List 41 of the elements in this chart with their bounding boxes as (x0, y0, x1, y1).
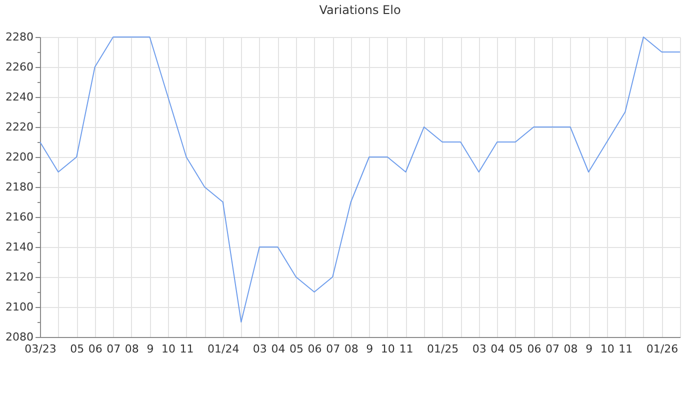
x-tick-label: 07 (106, 342, 121, 356)
x-tick-label: 03/23 (24, 342, 56, 356)
x-tick-label: 10 (600, 342, 614, 356)
x-tick-label: 08 (124, 342, 139, 356)
x-tick-label: 06 (308, 342, 322, 356)
x-tick-label: 08 (564, 342, 578, 356)
y-tick-label: 2140 (6, 240, 34, 254)
x-tick-label: 04 (271, 342, 286, 356)
chart-title: Variations Elo (319, 3, 401, 17)
y-tick-label: 2260 (6, 60, 34, 74)
x-tick-label: 05 (290, 342, 304, 356)
x-tick-label: 9 (586, 342, 593, 356)
x-tick-label: 10 (162, 342, 176, 356)
x-tick-label: 07 (326, 342, 340, 356)
y-tick-label: 2220 (6, 120, 34, 134)
x-tick-label: 06 (527, 342, 542, 356)
y-tick-label: 2080 (6, 330, 34, 344)
x-tick-label: 08 (344, 342, 358, 356)
y-tick-label: 2200 (6, 150, 34, 164)
x-tick-label: 10 (380, 342, 395, 356)
x-tick-label: 03 (472, 342, 486, 356)
x-tick-label: 9 (366, 342, 374, 356)
x-tick-label: 03 (252, 342, 267, 356)
x-tick-label: 04 (490, 342, 505, 356)
x-tick-label: 9 (146, 342, 154, 356)
y-tick-label: 2160 (6, 210, 34, 224)
y-tick-label: 2280 (6, 30, 34, 44)
x-tick-label: 11 (618, 342, 633, 356)
y-tick-label: 2240 (6, 90, 34, 104)
x-tick-label: 11 (180, 342, 194, 356)
y-tick-label: 2120 (6, 270, 34, 284)
x-tick-label: 01/25 (426, 342, 459, 356)
x-tick-label: 07 (546, 342, 560, 356)
x-tick-label: 01/26 (646, 342, 678, 356)
y-tick-label: 2100 (6, 300, 34, 314)
x-tick-label: 06 (88, 342, 102, 356)
x-tick-label: 05 (508, 342, 523, 356)
x-tick-label: 05 (70, 342, 84, 356)
y-tick-label: 2180 (6, 180, 34, 194)
x-tick-label: 01/24 (208, 342, 240, 356)
x-tick-label: 11 (399, 342, 414, 356)
